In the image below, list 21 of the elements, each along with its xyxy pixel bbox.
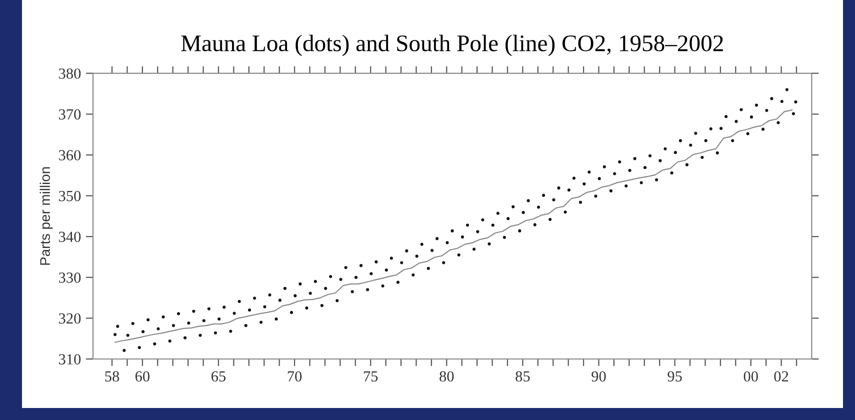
x-tick-label: 85 <box>516 371 530 382</box>
y-tick-label: 310 <box>59 354 81 364</box>
x-tick-label: 70 <box>288 371 302 382</box>
y-tick-label: 320 <box>59 313 81 324</box>
x-tick-label: 65 <box>212 371 226 382</box>
y-axis-title: Parts per million <box>40 167 53 265</box>
x-tick-label: 75 <box>364 371 378 382</box>
x-tick-label: 60 <box>135 371 150 382</box>
chart-title: Mauna Loa (dots) and South Pole (line) CO2, 1958–2002 <box>181 34 723 56</box>
y-tick-label: 360 <box>59 150 81 160</box>
x-tick-label: 02 <box>774 371 788 382</box>
x-tick-label: 90 <box>592 371 606 382</box>
y-tick-label: 350 <box>59 190 81 202</box>
x-tick-label: 00 <box>744 371 758 382</box>
x-tick-label: 95 <box>668 371 682 382</box>
y-tick-label: 370 <box>59 109 81 120</box>
y-tick-label: 340 <box>59 232 81 242</box>
x-tick-label: 58 <box>105 371 120 382</box>
x-tick-label: 80 <box>440 371 454 382</box>
y-tick-label: 330 <box>59 272 81 283</box>
y-tick-label: 380 <box>59 68 81 79</box>
